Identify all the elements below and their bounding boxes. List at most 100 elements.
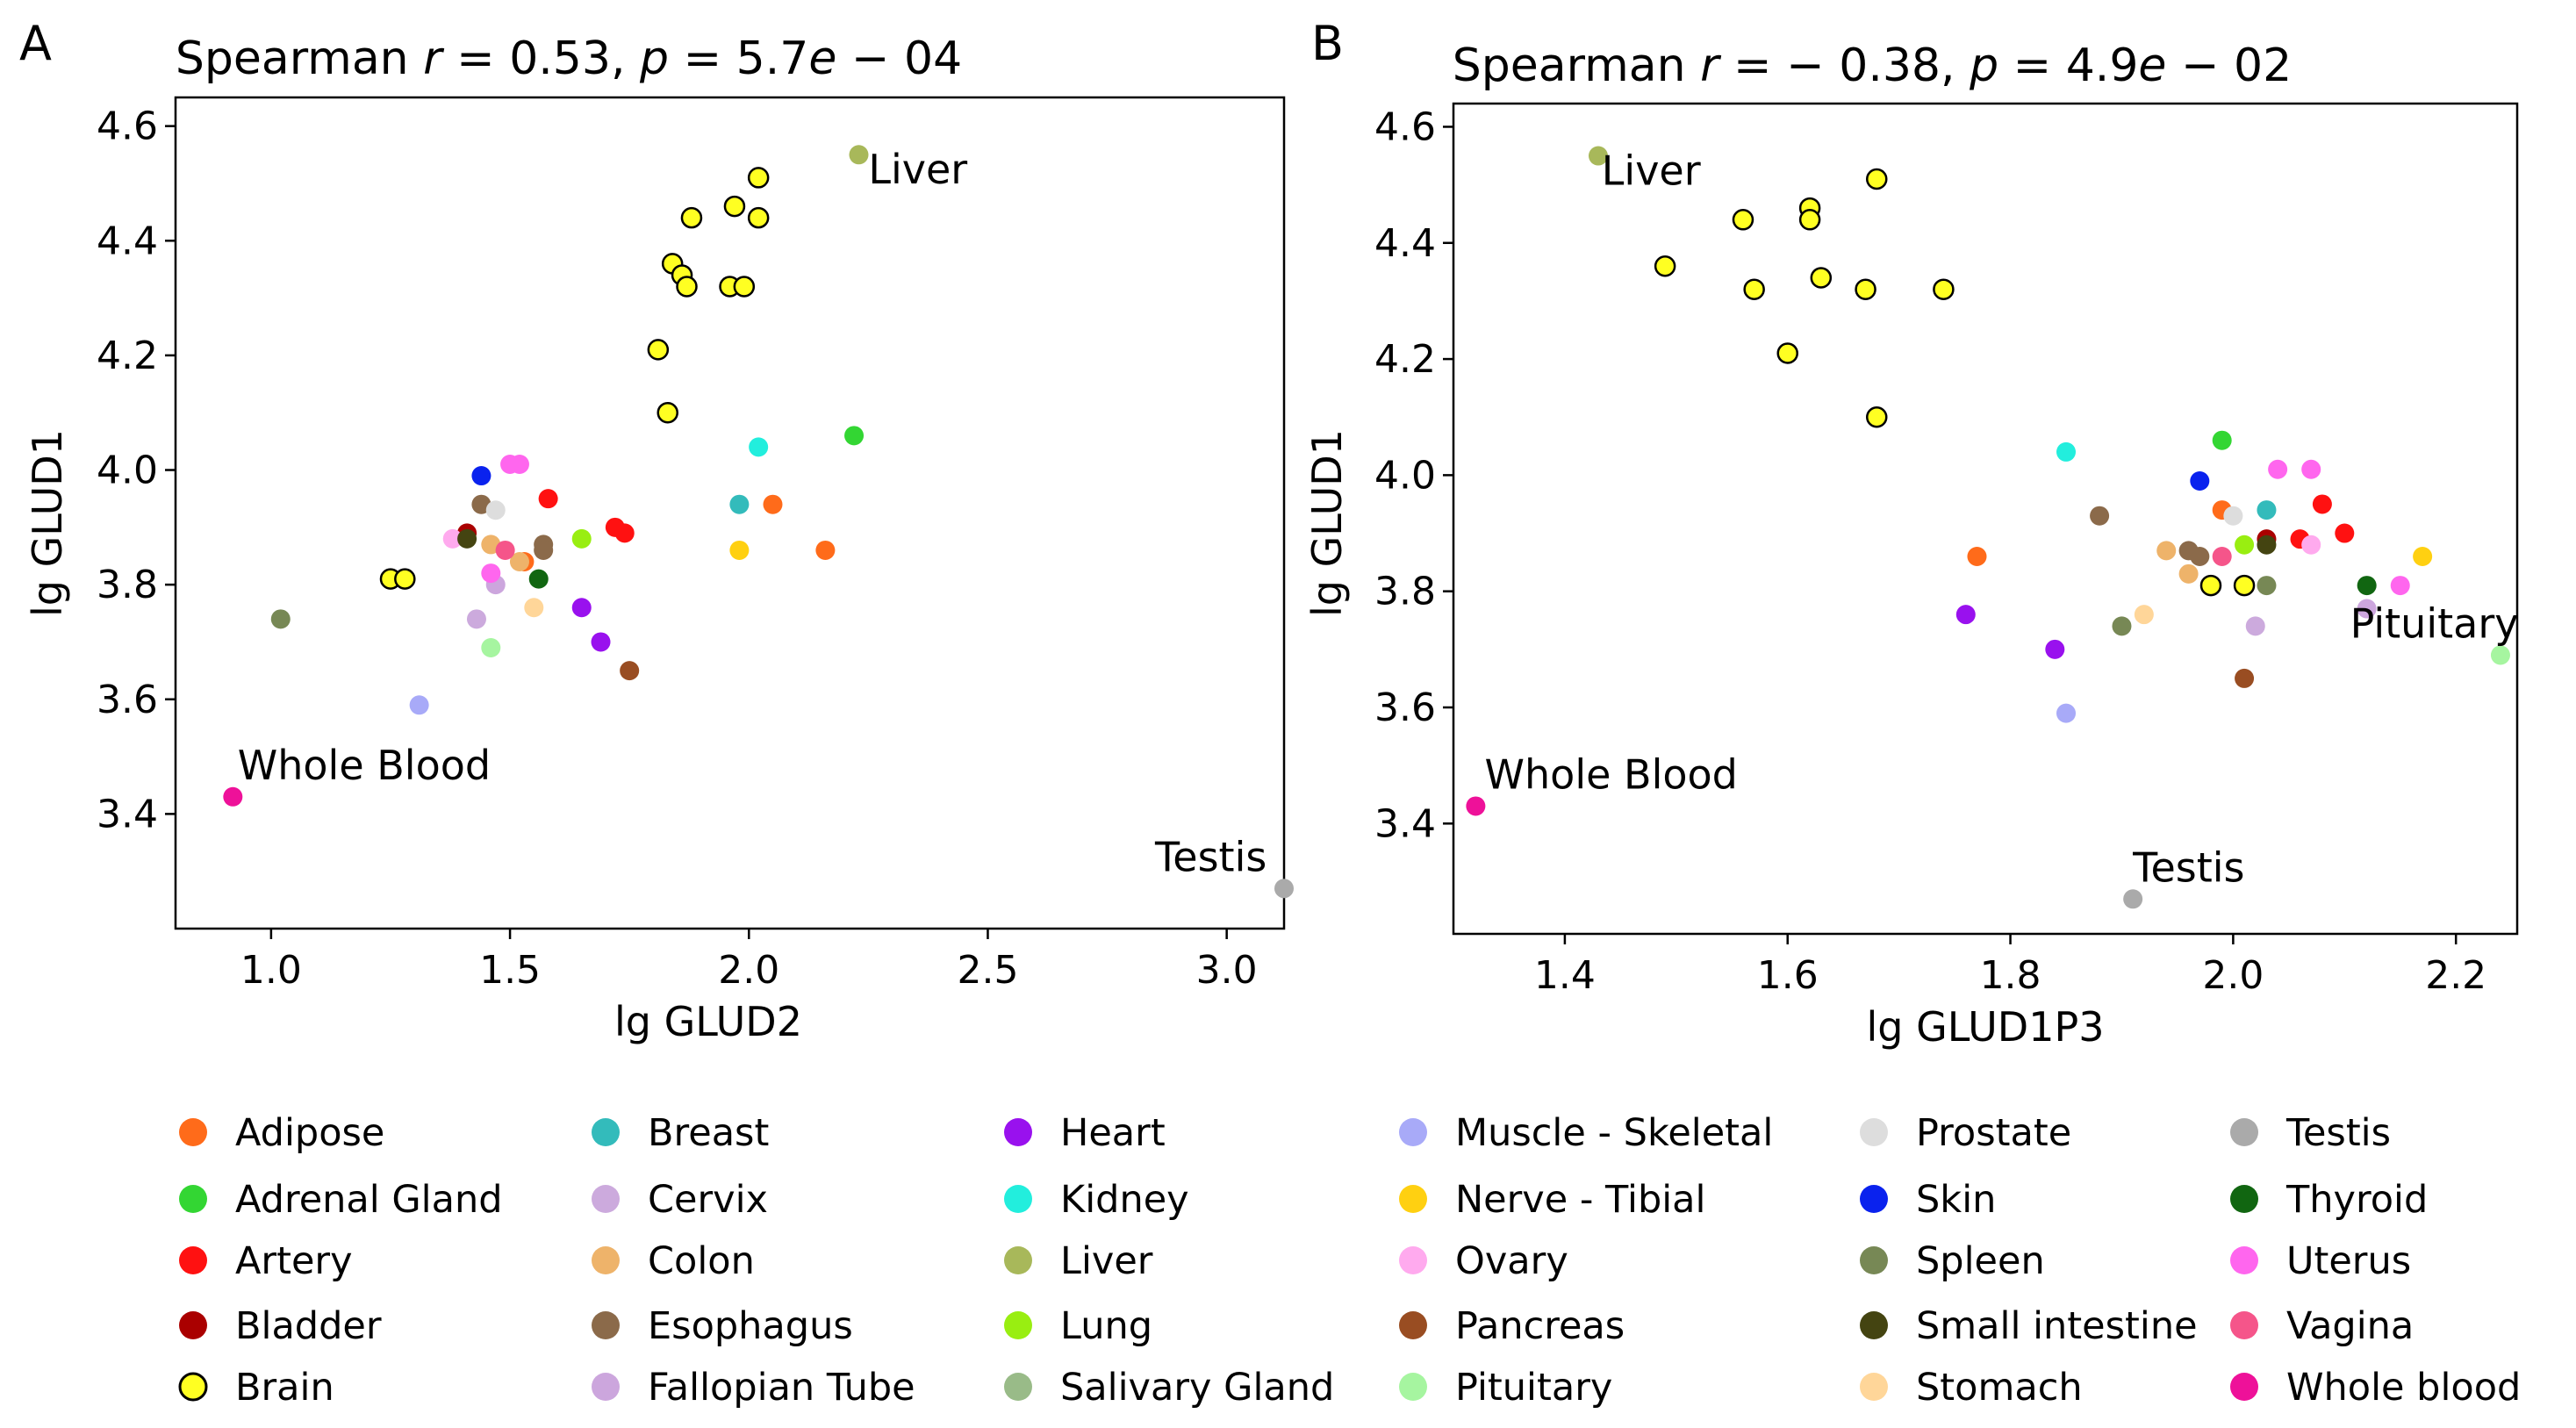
legend-swatch-stomach — [1860, 1373, 1888, 1401]
legend-label-pituitary: Pituitary — [1455, 1366, 1612, 1410]
panel-b-xtick-label: 1.6 — [1757, 953, 1819, 998]
panel-b-point-brain — [1743, 278, 1765, 300]
panel-a-ytick-label: 3.8 — [97, 563, 158, 607]
panel-a-point-brain — [747, 167, 770, 189]
panel-a-xtick-label: 1.0 — [240, 948, 302, 993]
panel-a-point-skin — [471, 466, 492, 486]
panel-b-xtick-label: 2.2 — [2425, 953, 2486, 998]
panel-b-xlabel: lg GLUD1P3 — [1867, 1003, 2105, 1051]
legend-swatch-bladder — [179, 1311, 207, 1339]
panel-a-point-heart — [571, 598, 592, 618]
panel-a-point-pancreas — [620, 661, 640, 681]
panel-b-ytick-label: 3.6 — [1374, 685, 1436, 730]
panel-b-point-brain — [1732, 209, 1754, 231]
legend-label-whole-blood: Whole blood — [2286, 1366, 2521, 1410]
panel-b-point-brain — [1855, 278, 1876, 300]
panel-a-letter: A — [19, 16, 52, 71]
panel-b-point-brain — [1654, 255, 1676, 277]
legend-swatch-adrenal-gland — [179, 1185, 207, 1213]
panel-a-point-brain — [680, 206, 703, 229]
panel-b-point-skin — [2190, 471, 2210, 491]
legend-label-bladder: Bladder — [235, 1304, 382, 1348]
panel-a-point-adipose — [763, 494, 783, 514]
panel-b-title: Spearman r = − 0.38, p = 4.9e − 02 — [1453, 39, 2292, 92]
panel-b-point-prostate — [2223, 506, 2243, 526]
legend-label-vagina: Vagina — [2286, 1304, 2414, 1348]
panel-b-point-uterus — [2301, 459, 2321, 479]
panel-a-point-brain — [733, 276, 756, 298]
panel-b-xtick-label: 1.4 — [1534, 953, 1596, 998]
legend-label-muscle-skeletal: Muscle - Skeletal — [1455, 1111, 1773, 1155]
panel-a-point-vagina — [495, 540, 515, 560]
legend-label-uterus: Uterus — [2286, 1239, 2411, 1283]
legend-label-testis: Testis — [2285, 1111, 2391, 1155]
panel-a-xtick-label: 2.0 — [718, 948, 779, 993]
legend-label-nerve-tibial: Nerve - Tibial — [1455, 1178, 1705, 1222]
legend-label-stomach: Stomach — [1916, 1366, 2083, 1410]
panel-a-point-heart — [591, 632, 611, 652]
legend-label-breast: Breast — [648, 1111, 769, 1155]
legend-label-artery: Artery — [235, 1239, 353, 1283]
panel-b-point-adrenal-gland — [2212, 430, 2232, 450]
panel-a-ytick-label: 4.2 — [97, 334, 158, 378]
panel-b-point-brain — [1866, 405, 1888, 428]
legend-swatch-ovary — [1399, 1246, 1427, 1274]
panel-b-point-whole-blood — [1466, 796, 1486, 816]
panel-b-ytick-label: 4.6 — [1374, 104, 1436, 149]
panel-a-point-lung — [571, 528, 592, 549]
panel-b-ytick-label: 3.4 — [1374, 801, 1436, 846]
panel-a-point-esophagus — [534, 540, 554, 560]
panel-b-point-esophagus — [2090, 506, 2110, 526]
panel-b-annotation-pituitary: Pituitary — [2350, 600, 2519, 648]
legend-swatch-whole-blood — [2230, 1373, 2258, 1401]
panel-a-point-prostate — [485, 500, 506, 520]
panel-a-axes: 1.0 1.5 2.0 2.5 3.0 3.4 3.6 3.8 4.0 4.2 4.4 4.6 Live… — [97, 96, 1294, 993]
panel-b-point-uterus — [2390, 576, 2410, 596]
panel-b-point-pituitary — [2490, 645, 2510, 665]
panel-b-point-colon — [2178, 563, 2199, 584]
panel-b-ylabel: lg GLUD1 — [1303, 429, 1351, 617]
legend-swatch-testis — [2230, 1118, 2258, 1146]
panel-b-point-liver — [1588, 146, 1608, 166]
panel-b-point-brain — [1798, 209, 1821, 231]
panel-a-point-nerve-tibial — [729, 540, 750, 560]
panel-a-point-breast — [729, 494, 750, 514]
legend-swatch-breast — [592, 1118, 620, 1146]
panel-b-point-thyroid — [2357, 576, 2377, 596]
panel-a-xtick-label: 3.0 — [1196, 948, 1258, 993]
panel-b-annotation-testis: Testis — [2132, 843, 2244, 891]
panel-a-point-spleen — [270, 609, 291, 629]
legend-swatch-vagina — [2230, 1311, 2258, 1339]
panel-a-point-artery — [538, 489, 558, 509]
legend-label-salivary-gland: Salivary Gland — [1060, 1366, 1334, 1410]
panel-b-point-heart — [1955, 605, 1976, 625]
panel-a-point-brain — [723, 195, 746, 218]
legend-swatch-esophagus — [592, 1311, 620, 1339]
panel-a-point-liver — [849, 145, 869, 165]
legend-label-pancreas: Pancreas — [1455, 1304, 1625, 1348]
legend-swatch-nerve-tibial — [1399, 1185, 1427, 1213]
panel-a-annotation-liver: Liver — [868, 146, 967, 193]
panel-a-point-testis — [1274, 879, 1294, 899]
panel-b-point-kidney — [2056, 441, 2077, 462]
legend-swatch-small-intestine — [1860, 1311, 1888, 1339]
legend-label-lung: Lung — [1060, 1304, 1152, 1348]
panel-b-point-fallopian-tube — [2357, 599, 2377, 619]
panel-b-point-brain — [1776, 342, 1798, 364]
legend-label-small-intestine: Small intestine — [1916, 1304, 2198, 1348]
panel-b-point-brain — [1866, 168, 1888, 190]
panel-b-point-colon — [2156, 541, 2177, 561]
legend-swatch-thyroid — [2230, 1185, 2258, 1213]
legend-swatch-muscle-skeletal — [1399, 1118, 1427, 1146]
panel-a-ytick-label: 4.0 — [97, 448, 158, 493]
legend-label-spleen: Spleen — [1916, 1239, 2045, 1283]
legend-swatch-adipose — [179, 1118, 207, 1146]
panel-a-point-stomach — [524, 598, 544, 618]
legend-swatch-brain — [178, 1372, 208, 1402]
panel-a-point-colon — [509, 552, 529, 572]
panel-a-point-muscle-skeletal — [409, 695, 429, 715]
legend-swatch-skin — [1860, 1185, 1888, 1213]
panel-b-point-vagina — [2212, 547, 2232, 566]
